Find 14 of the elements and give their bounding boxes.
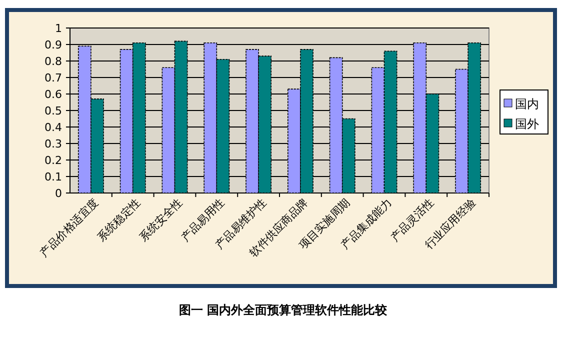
y-tick-label: 1 [55,22,62,35]
legend-label: 国外 [515,117,539,131]
y-tick-label: 0.2 [44,154,62,167]
y-tick-label: 0 [55,187,62,200]
legend-label: 国内 [515,97,539,111]
y-tick-label: 0.3 [44,138,62,150]
y-tick-label: 0.6 [44,88,62,101]
y-tick-label: 0.1 [44,170,62,184]
y-tick-label: 0.7 [44,72,62,84]
y-tick-label: 0.5 [44,104,62,118]
text: 图一 国内外全面预算管理软件性能比较 [178,303,388,317]
y-tick-label: 0.8 [44,55,62,68]
y-tick-label: 0.9 [44,38,62,52]
y-tick-label: 0.4 [44,121,62,134]
